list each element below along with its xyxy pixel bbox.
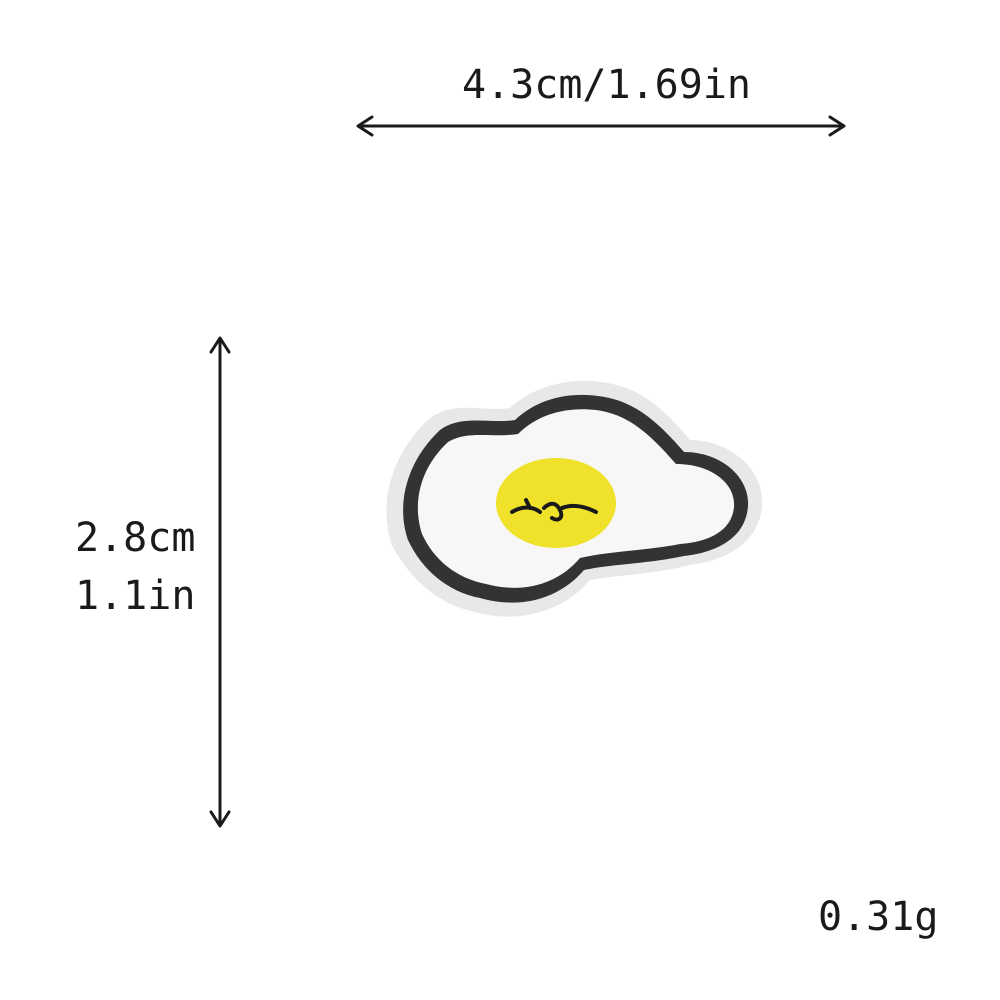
height-label-in: 1.1in	[75, 573, 196, 619]
weight-label: 0.31g	[818, 894, 939, 940]
fried-egg-patch-icon	[386, 380, 763, 617]
width-label: 4.3cm/1.69in	[462, 62, 751, 108]
height-arrow	[209, 336, 231, 828]
yolk-face	[510, 498, 598, 522]
width-arrow	[356, 115, 846, 137]
height-label-cm: 2.8cm	[75, 515, 196, 561]
